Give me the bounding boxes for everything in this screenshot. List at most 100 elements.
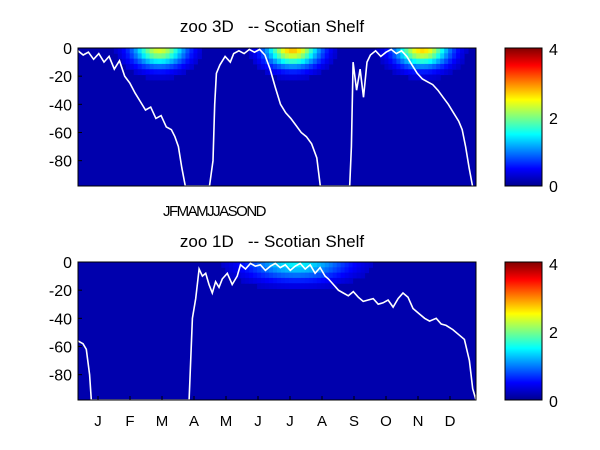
heatmap-cell <box>332 272 338 279</box>
heatmap-cell <box>296 58 302 65</box>
heatmap-cell <box>424 48 429 54</box>
heatmap-cell <box>316 69 322 76</box>
heatmap-cell <box>165 63 171 70</box>
heatmap-cell <box>197 53 202 60</box>
heatmap-cell <box>153 69 159 76</box>
heatmap-cell <box>328 58 334 65</box>
heatmap-cell <box>452 58 457 65</box>
heatmap-cell <box>253 58 258 65</box>
heatmap-cell <box>141 69 147 76</box>
heatmap-cell <box>420 74 425 81</box>
heatmap-cell <box>308 272 314 279</box>
heatmap-cell <box>149 58 155 65</box>
heatmap-cell <box>320 272 326 279</box>
heatmap-cell <box>448 53 453 60</box>
chart-zoo-3d: zoo 3D -- Scotian Shelf 0 -20 -40 -60 -80 JF… <box>49 17 477 220</box>
heatmap-cell <box>304 48 310 54</box>
heatmap-cell <box>161 58 167 65</box>
heatmap-cell <box>308 58 314 65</box>
heatmap-cell <box>420 48 425 54</box>
heatmap-cell <box>360 272 366 279</box>
heatmap-cell <box>324 267 330 274</box>
heatmap-cell <box>436 53 441 60</box>
x-tick-label: A <box>317 413 327 430</box>
heatmap-cell <box>253 277 258 284</box>
heatmap-cell <box>185 63 190 70</box>
heatmap-cell <box>440 58 445 65</box>
heatmap-cell <box>304 63 310 70</box>
colorbar-tick-min: 0 <box>549 394 558 411</box>
heatmap-cell <box>440 48 445 54</box>
heatmap-cell <box>380 48 385 54</box>
heatmap-cell <box>444 63 449 70</box>
heatmap-cell <box>332 53 338 60</box>
chart-zoo-1d: zoo 1D -- Scotian Shelf 0 -20 -40 -60 -80 J F… <box>49 232 477 430</box>
heatmap-cell <box>284 272 290 279</box>
heatmap-cell <box>312 277 318 284</box>
heatmap-cell <box>137 53 143 60</box>
heatmap-cell <box>324 272 330 279</box>
heatmap-cell <box>316 277 322 284</box>
colorbar-tick-mid: 2 <box>549 111 558 128</box>
heatmap-cell <box>408 69 413 76</box>
heatmap-cell <box>456 48 461 54</box>
heatmap-cell <box>288 74 294 81</box>
heatmap-cell <box>440 53 445 60</box>
heatmap-cell <box>269 58 274 65</box>
heatmap-cell <box>269 63 274 70</box>
heatmap-cell <box>193 53 198 60</box>
colorbar-tick-min: 0 <box>549 179 558 196</box>
heatmap-cell <box>269 48 274 54</box>
heatmap-cell <box>137 48 143 54</box>
heatmap-cell <box>320 283 326 290</box>
heatmap-cell <box>332 262 338 268</box>
heatmap-cell <box>440 63 445 70</box>
heatmap-cell <box>332 277 338 284</box>
heatmap-cell <box>233 272 238 279</box>
heatmap-cell <box>277 277 282 284</box>
heatmap-cell <box>125 53 131 60</box>
heatmap-cell <box>273 69 278 76</box>
heatmap-cell <box>340 267 346 274</box>
heatmap-cell <box>181 63 186 70</box>
heatmap-cell <box>229 267 234 274</box>
heatmap-cell <box>169 48 175 54</box>
x-tick-label: D <box>445 413 456 430</box>
heatmap-cell <box>292 74 298 81</box>
y-tick-label: 0 <box>63 255 72 272</box>
heatmap-cell <box>312 272 318 279</box>
heatmap-cell <box>165 58 171 65</box>
heatmap-cell <box>356 267 362 274</box>
heatmap-cell <box>432 63 437 70</box>
heatmap-cell <box>269 283 274 290</box>
heatmap-cell <box>173 69 178 76</box>
heatmap-cell <box>328 267 334 274</box>
heatmap-cell <box>225 267 230 274</box>
heatmap-cell <box>448 58 453 65</box>
heatmap-cell <box>344 277 350 284</box>
heatmap-cell <box>249 267 254 274</box>
heatmap-cell <box>432 53 437 60</box>
heatmap-cell <box>277 53 282 60</box>
heatmap-cell <box>284 262 290 268</box>
heatmap-cell <box>145 69 151 76</box>
heatmap-cell <box>173 58 178 65</box>
heatmap-cell <box>336 277 342 284</box>
y-ticks: 0 -20 -40 -60 -80 <box>49 41 82 171</box>
heatmap-cell <box>153 74 159 81</box>
heatmap-cell <box>304 262 310 268</box>
heatmap-cell <box>249 277 254 284</box>
heatmap-cell <box>288 283 294 290</box>
heatmap-cell <box>416 63 421 70</box>
heatmap-cell <box>141 48 147 54</box>
heatmap-cell <box>296 277 302 284</box>
heatmap-cell <box>392 58 397 65</box>
heatmap-cell <box>292 272 298 279</box>
colorbar-tick-max: 4 <box>549 42 558 59</box>
heatmap-cell <box>384 53 389 60</box>
heatmap-cell <box>312 262 318 268</box>
heatmap-cell <box>145 48 151 54</box>
heatmap-cell <box>269 53 274 60</box>
heatmap-cell <box>273 272 278 279</box>
